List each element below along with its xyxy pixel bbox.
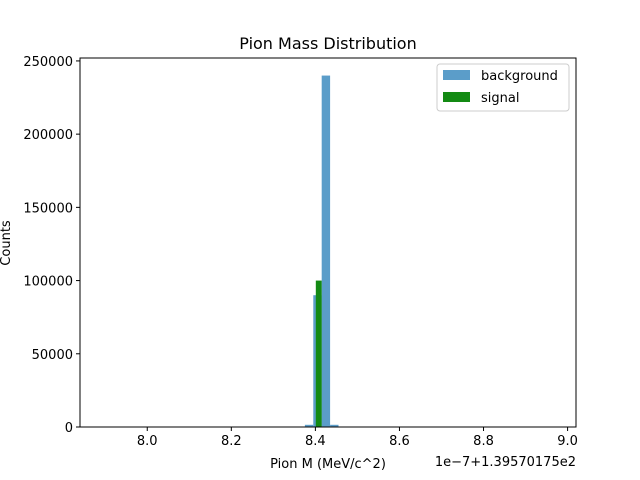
legend-label-background: background <box>481 69 558 84</box>
x-tick-label: 8.8 <box>473 434 494 449</box>
y-tick-label: 50000 <box>32 348 73 363</box>
y-tick-label: 0 <box>65 421 73 436</box>
x-offset-label: 1e−7+1.39570175e2 <box>435 455 576 470</box>
bar-signal-0 <box>315 280 322 427</box>
plot-frame <box>79 57 577 428</box>
chart-title: Pion Mass Distribution <box>239 34 416 53</box>
x-tick-label: 9.0 <box>557 434 578 449</box>
y-tick-label: 100000 <box>23 275 73 290</box>
legend-swatch-background <box>443 70 470 80</box>
y-tick-label: 250000 <box>23 55 73 70</box>
histogram-bars <box>304 75 339 427</box>
legend-label-signal: signal <box>481 91 519 106</box>
bar-background-2 <box>321 75 331 427</box>
x-axis-label: Pion M (MeV/c^2) <box>270 457 386 472</box>
bar-background-3 <box>330 424 339 427</box>
legend: background signal <box>436 63 570 112</box>
x-axis-ticks: 8.0 8.2 8.4 8.6 8.8 9.0 <box>137 427 578 449</box>
y-tick-label: 200000 <box>23 128 73 143</box>
x-tick-label: 8.2 <box>221 434 242 449</box>
bar-background-0 <box>304 424 314 427</box>
x-tick-label: 8.4 <box>305 434 326 449</box>
legend-swatch-signal <box>443 92 470 102</box>
x-tick-label: 8.0 <box>137 434 158 449</box>
y-tick-label: 150000 <box>23 201 73 216</box>
y-axis-ticks: 0 50000 100000 150000 200000 250000 <box>23 55 80 436</box>
y-axis-label: Counts <box>0 220 14 266</box>
x-tick-label: 8.6 <box>389 434 410 449</box>
